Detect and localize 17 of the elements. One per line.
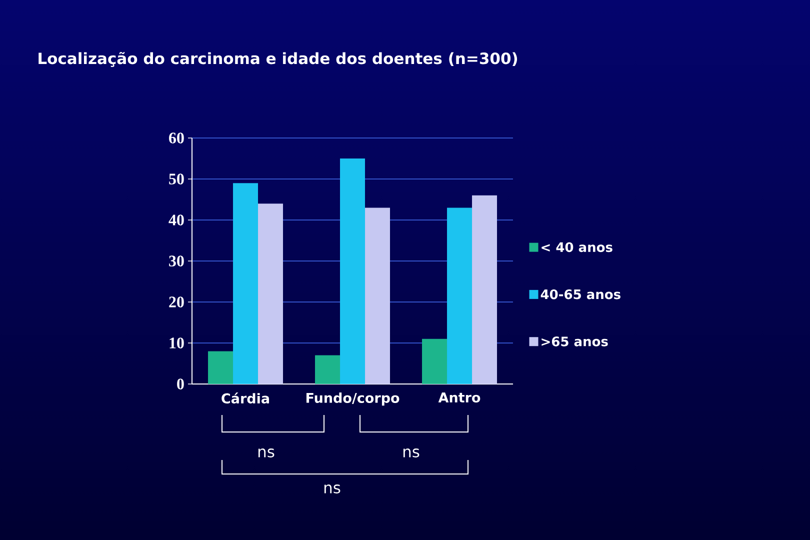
x-tick-label: Antro [438,392,480,403]
x-tick-label: Cárdia [222,392,269,404]
text: ns [258,448,274,458]
x-tick-label: Fundo/corpo [306,392,400,406]
y-tick-label: 40 [168,214,184,226]
text: ns [324,484,340,494]
legend-label: 40-65 anos [540,289,620,300]
y-tick-label: 10 [170,338,184,348]
legend-label: < 40 anos [542,242,612,252]
y-tick-label: 30 [169,256,184,266]
legend-label: >65 anos [542,336,608,346]
chart-title: Localização do carcinoma e idade dos doentes (n=300) [38,52,518,68]
y-tick-label: 20 [169,296,184,308]
y-tick-label: 60 [169,132,184,144]
y-tick-label: 0 [177,378,184,390]
text: ns [403,448,420,458]
y-tick-label: 50 [169,174,184,184]
